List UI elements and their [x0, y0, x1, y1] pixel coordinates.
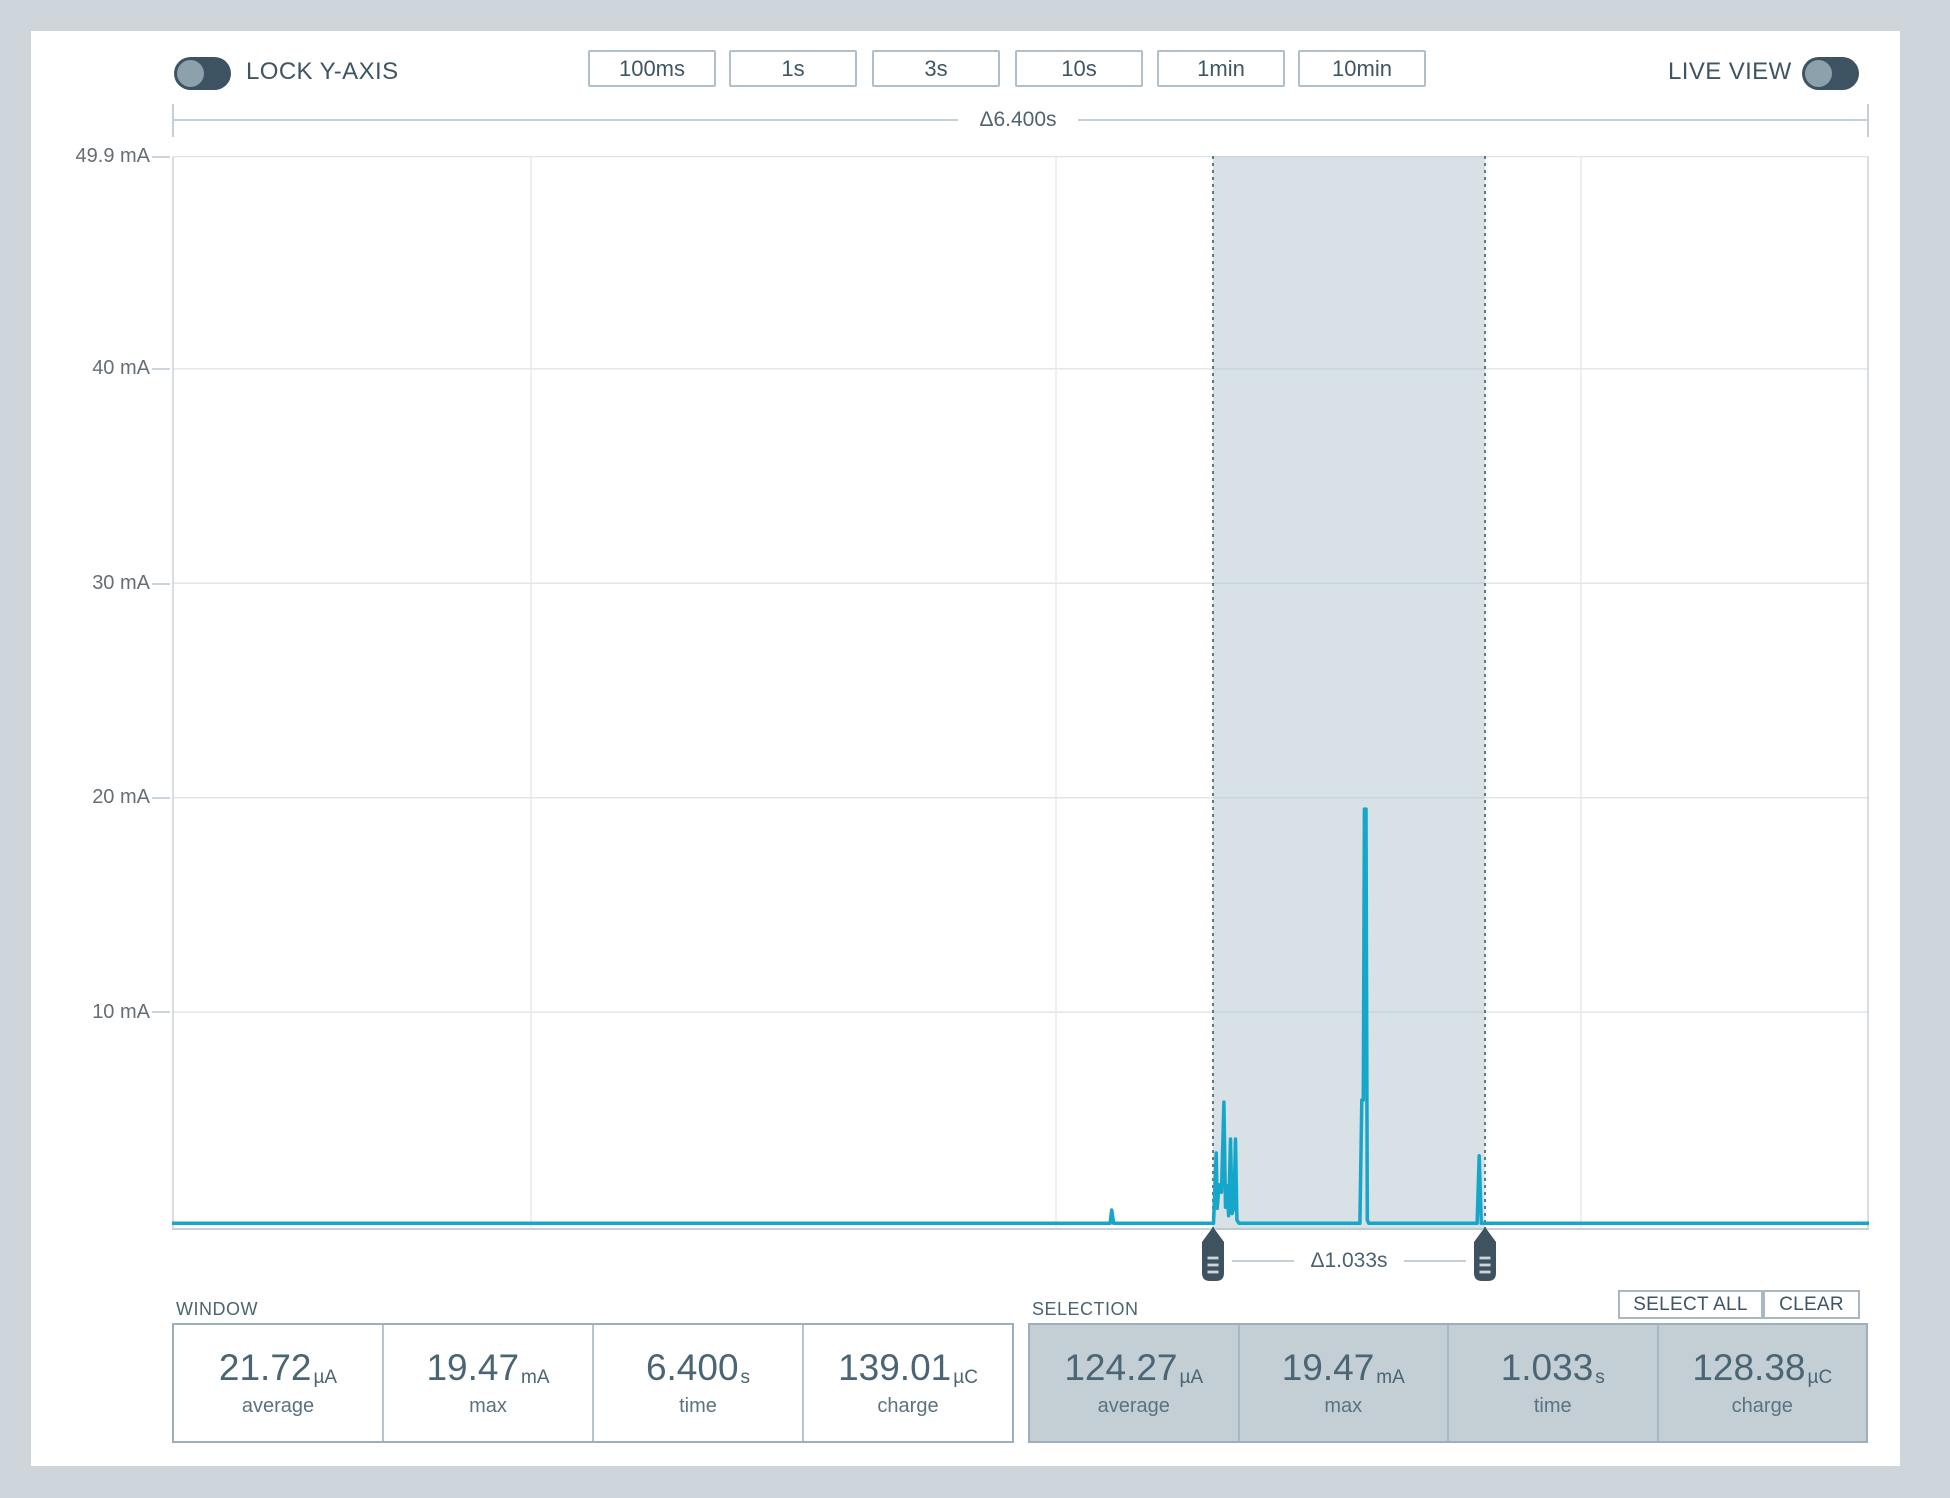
stat-label: average: [241, 1395, 315, 1418]
stat-value: 124.27: [1064, 1346, 1178, 1388]
lock-y-axis-label: LOCK Y-AXIS: [246, 58, 399, 85]
zoom-button-3s[interactable]: 3s: [872, 50, 1000, 87]
window-average-cell: 21.72 µA average: [174, 1325, 384, 1441]
selection-delta-line-left: [1232, 1260, 1294, 1262]
stat-value: 1.033: [1500, 1346, 1594, 1388]
window-panel-heading: WINDOW: [176, 1299, 258, 1319]
live-view-label: LIVE VIEW: [1668, 58, 1792, 85]
selection-average-cell: 124.27 µA average: [1030, 1325, 1240, 1441]
selection-panel-heading: SELECTION: [1032, 1299, 1139, 1319]
selection-delta-label: Δ1.033s: [1310, 1249, 1388, 1272]
y-tick-mark: [152, 156, 170, 158]
zoom-button-10s[interactable]: 10s: [1015, 50, 1143, 87]
stat-unit: µC: [953, 1366, 978, 1388]
current-trace-chart[interactable]: [172, 156, 1869, 1230]
stat-value: 19.47: [426, 1346, 520, 1388]
drag-handle-icon: [1474, 1227, 1497, 1281]
window-delta-label: Δ6.400s: [979, 108, 1057, 131]
select-all-button[interactable]: SELECT ALL: [1618, 1290, 1763, 1319]
ruler-line-right: [1078, 119, 1867, 121]
lock-y-axis-toggle[interactable]: [174, 57, 231, 90]
window-time-cell: 6.400 s time: [594, 1325, 804, 1441]
zoom-button-100ms[interactable]: 100ms: [588, 50, 716, 87]
selection-charge-cell: 128.38 µC charge: [1659, 1325, 1867, 1441]
stat-label: charge: [877, 1395, 939, 1418]
stat-unit: µA: [1179, 1366, 1204, 1388]
selection-end-handle[interactable]: [1474, 1227, 1497, 1281]
current-trace-line: [172, 807, 1869, 1226]
stat-label: average: [1097, 1395, 1170, 1418]
zoom-button-10min[interactable]: 10min: [1298, 50, 1426, 87]
y-tick-label: 10 mA: [92, 1001, 150, 1023]
stat-value: 6.400: [645, 1346, 739, 1388]
ruler-right-tick: [1867, 104, 1869, 137]
stat-unit: mA: [521, 1366, 550, 1388]
stat-value: 19.47: [1281, 1346, 1375, 1388]
selection-max-cell: 19.47 mA max: [1240, 1325, 1449, 1441]
stat-unit: µA: [313, 1366, 338, 1388]
y-tick-mark: [152, 368, 170, 370]
toggle-knob-icon: [1805, 60, 1832, 87]
y-tick-label: 49.9 mA: [75, 145, 150, 167]
y-tick-mark: [152, 1011, 170, 1013]
selection-start-handle[interactable]: [1202, 1227, 1224, 1281]
stat-label: max: [1324, 1395, 1363, 1418]
stat-label: charge: [1731, 1395, 1793, 1418]
y-tick-mark: [152, 583, 170, 585]
clear-button[interactable]: CLEAR: [1763, 1290, 1860, 1319]
window-charge-cell: 139.01 µC charge: [804, 1325, 1012, 1441]
stat-unit: s: [740, 1366, 751, 1388]
selection-stats-panel: 124.27 µA average 19.47 mA max 1.033 s time…: [1028, 1323, 1868, 1443]
toggle-knob-icon: [177, 60, 204, 87]
selection-region[interactable]: [1213, 156, 1486, 1230]
window-max-cell: 19.47 mA max: [384, 1325, 594, 1441]
stat-unit: µC: [1807, 1366, 1833, 1388]
stat-unit: mA: [1376, 1366, 1405, 1388]
stat-unit: s: [1595, 1366, 1605, 1388]
drag-handle-icon: [1202, 1227, 1224, 1281]
y-tick-label: 20 mA: [92, 786, 150, 808]
y-tick-mark: [152, 797, 170, 799]
y-tick-label: 40 mA: [92, 357, 150, 379]
selection-delta-line-right: [1404, 1260, 1466, 1262]
selection-time-cell: 1.033 s time: [1449, 1325, 1659, 1441]
window-stats-panel: 21.72 µA average 19.47 mA max 6.400 s time …: [172, 1323, 1014, 1443]
y-tick-label: 30 mA: [92, 572, 150, 594]
stat-label: max: [469, 1395, 507, 1418]
stat-value: 128.38: [1692, 1346, 1806, 1388]
zoom-button-1min[interactable]: 1min: [1157, 50, 1285, 87]
main-card: [31, 31, 1900, 1466]
stat-value: 21.72: [218, 1346, 312, 1388]
zoom-button-1s[interactable]: 1s: [729, 50, 857, 87]
stat-label: time: [679, 1395, 717, 1418]
live-view-toggle[interactable]: [1802, 57, 1859, 90]
ruler-line-left: [173, 119, 958, 121]
stat-label: time: [1533, 1395, 1572, 1418]
stat-value: 139.01: [838, 1346, 952, 1388]
